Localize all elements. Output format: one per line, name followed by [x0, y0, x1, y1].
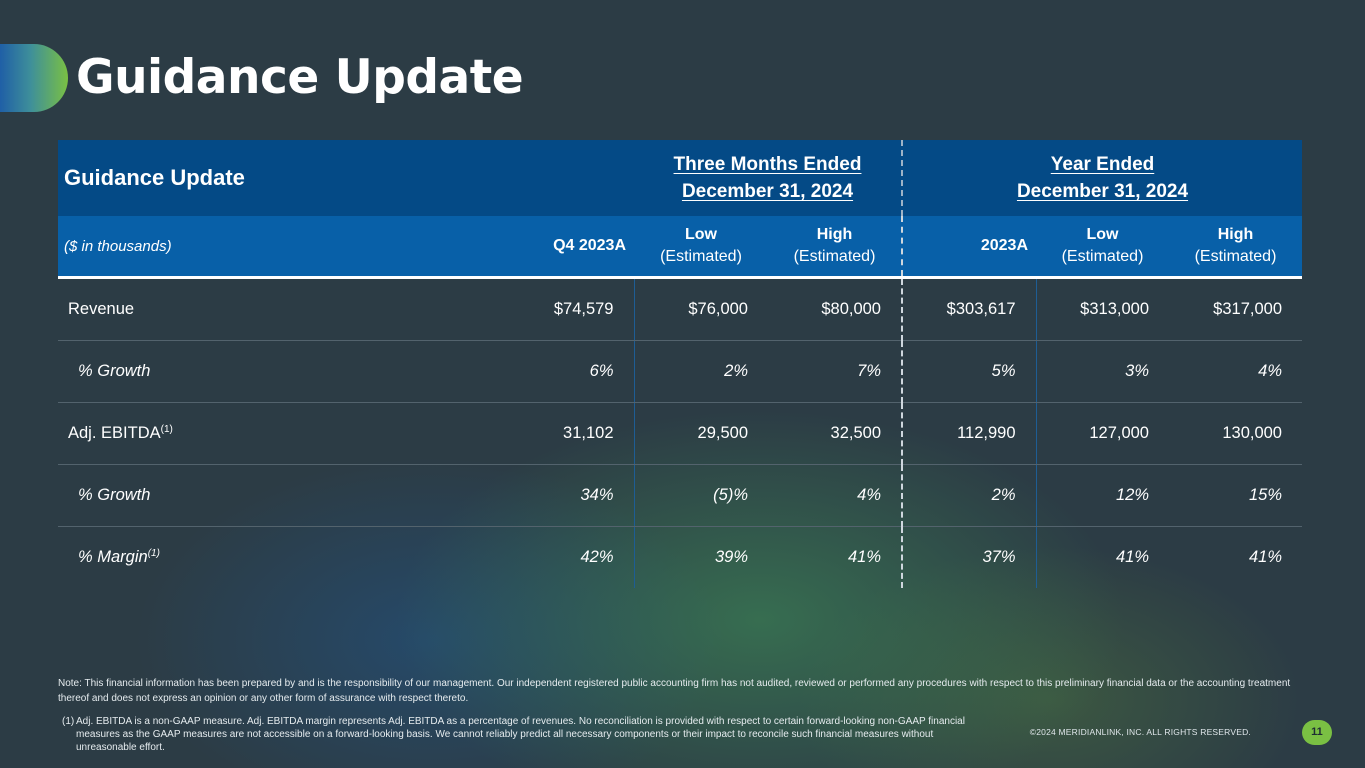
disclaimer-note: Note: This financial information has bee… [58, 678, 1291, 704]
table-cell: 29,500 [633, 402, 768, 465]
table-cell: 112,990 [901, 402, 1036, 465]
col-header-2023a: 2023A [901, 216, 1036, 279]
col-header-y-low: Low (Estimated) [1036, 216, 1169, 279]
table-cell: 41% [847, 548, 881, 566]
table-cell: 32,500 [768, 402, 902, 465]
row-label: % Growth [58, 464, 500, 527]
col-header-q-low: Low (Estimated) [634, 216, 768, 279]
table-cell: $76,000 [633, 277, 768, 341]
table-cell: 41% [1248, 548, 1282, 566]
table-row-adj-ebitda: Adj. EBITDA(1) 31,102 29,500 32,500 112,… [58, 402, 1302, 465]
table-cell: 127,000 [1035, 402, 1169, 465]
row-label: Revenue [58, 277, 500, 341]
table-cell: (5)% [633, 464, 768, 527]
units-label: ($ in thousands) [58, 216, 500, 279]
page-number-badge: 11 [1302, 720, 1332, 745]
table-cell: 12% [1035, 464, 1169, 527]
table-row-margin: % Margin(1) 42% 39% 41% 37% 41% 41% [58, 526, 1302, 588]
table-cell: 41% [1035, 526, 1169, 588]
footnote-marker: (1) [62, 716, 75, 727]
group-header-three-months: Three Months Ended December 31, 2024 [634, 140, 902, 216]
page-title: Guidance Update [76, 50, 524, 105]
row-label: Adj. EBITDA(1) [58, 402, 500, 465]
table-header-groups: Guidance Update Three Months Ended Decem… [58, 140, 1302, 216]
col-header-q-high: High (Estimated) [768, 216, 902, 279]
row-label: % Growth [58, 340, 500, 403]
table-header-columns: ($ in thousands) Q4 2023A Low (Estimated)… [58, 216, 1302, 279]
table-cell: $303,617 [901, 277, 1036, 341]
col-header-q4-2023a: Q4 2023A [500, 216, 634, 279]
copyright-text: ©2024 MERIDIANLINK, INC. ALL RIGHTS RESE… [1029, 727, 1251, 737]
table-cell: 31,102 [500, 402, 634, 465]
footnote-text: Adj. EBITDA is a non-GAAP measure. Adj. … [76, 716, 965, 753]
table-cell: 3% [1035, 340, 1169, 403]
table-cell: 42% [580, 548, 614, 566]
table-cell: 4% [768, 464, 902, 527]
table-cell: 4% [1169, 340, 1302, 403]
table-title: Guidance Update [58, 140, 500, 216]
row-label: % Margin(1) [78, 548, 160, 566]
table-cell: 15% [1169, 464, 1302, 527]
table-cell: 130,000 [1169, 402, 1302, 465]
table-cell: 34% [500, 464, 634, 527]
table-row-ebitda-growth: % Growth 34% (5)% 4% 2% 12% 15% [58, 464, 1302, 527]
table-cell: 37% [901, 526, 1036, 588]
group-header-year-ended: Year Ended December 31, 2024 [901, 140, 1302, 216]
table-cell: $313,000 [1035, 277, 1169, 341]
footnote: (1) Adj. EBITDA is a non-GAAP measure. A… [62, 715, 996, 754]
table-cell: $317,000 [1169, 277, 1302, 341]
table-cell: 6% [500, 340, 634, 403]
guidance-table: Guidance Update Three Months Ended Decem… [58, 140, 1302, 588]
title-accent-tab [0, 44, 68, 112]
table-cell: 7% [768, 340, 902, 403]
table-row-revenue-growth: % Growth 6% 2% 7% 5% 3% 4% [58, 340, 1302, 403]
header-spacer [500, 140, 634, 216]
table-cell: 2% [901, 464, 1036, 527]
table-cell: 2% [633, 340, 768, 403]
col-header-y-high: High (Estimated) [1169, 216, 1302, 279]
table-row-revenue: Revenue $74,579 $76,000 $80,000 $303,617… [58, 277, 1302, 341]
table-cell: $74,579 [500, 277, 634, 341]
table-cell: $80,000 [768, 277, 902, 341]
table-cell: 39% [633, 526, 768, 588]
table-cell: 5% [901, 340, 1036, 403]
